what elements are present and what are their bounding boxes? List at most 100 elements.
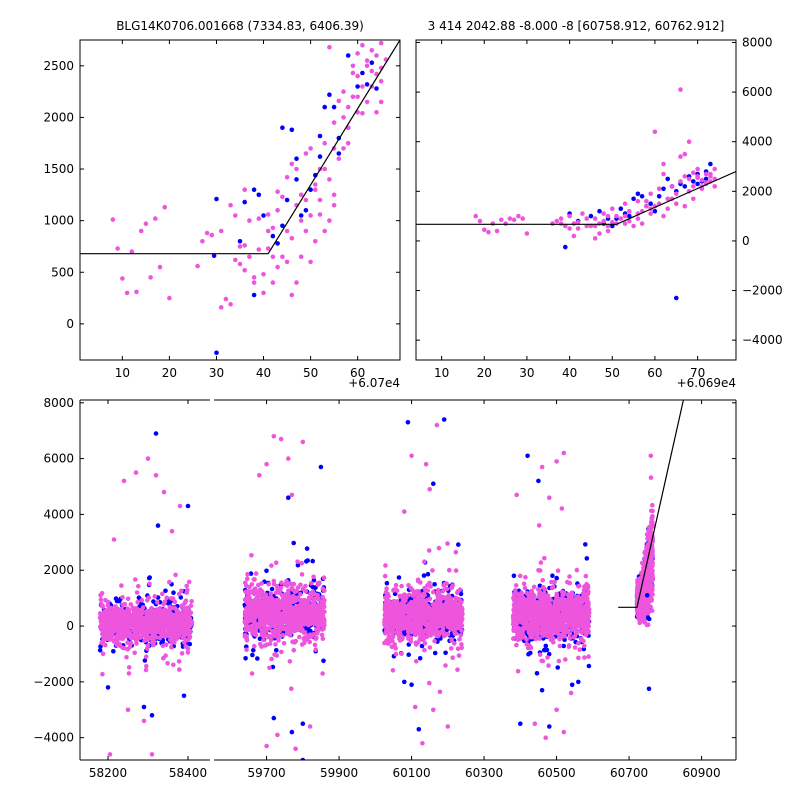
panel-bottom-point-series_b <box>582 655 587 660</box>
panel-bottom-point-series_b <box>189 599 194 604</box>
panel-top-right-point-series_b <box>550 221 555 226</box>
panel-top-left-point-series_a <box>374 86 379 91</box>
panel-bottom-point-series_a <box>147 575 152 580</box>
panel-bottom-point-series_b <box>132 624 137 630</box>
panel-bottom-point-series_b <box>383 563 388 568</box>
panel-top-right-point-series_b <box>635 216 641 221</box>
panel-bottom-point-series_b <box>100 626 105 631</box>
panel-bottom-point-series_a <box>432 650 438 656</box>
panel-bottom-point-series_b <box>448 646 454 651</box>
panel-bottom-point-series_b <box>454 607 459 612</box>
panel-bottom-point-series_b <box>408 625 414 630</box>
panel-top-left-point-series_b <box>162 204 167 210</box>
panel-top-right-model-line <box>416 170 736 225</box>
panel-bottom-point-series_b <box>317 623 323 628</box>
panel-top-right-point-series_b <box>592 216 598 221</box>
panel-top-left-y-tick-label: 500 <box>51 265 74 279</box>
panel-top-left-point-series_b <box>242 187 247 192</box>
panel-bottom-point-series_b <box>289 686 294 691</box>
panel-bottom-outlier-series_b <box>121 478 127 484</box>
panel-top-right-point-series_b <box>554 218 560 224</box>
panel-top-right-point-series_b <box>686 139 692 144</box>
panel-bottom-outlier-series_b <box>307 724 313 729</box>
panel-bottom-point-series_b <box>435 589 441 594</box>
panel-bottom-point-series_b <box>422 647 427 653</box>
panel-bottom-point-series_b <box>260 633 266 638</box>
panel-top-right-point-series_b <box>691 184 696 189</box>
panel-top-left-point-series_b <box>378 40 384 46</box>
panel-bottom-point-series_b <box>455 625 461 631</box>
panel-bottom-point-series_b <box>273 560 279 565</box>
panel-top-left-points <box>80 40 400 356</box>
panel-top-right-point-series_b <box>524 231 530 236</box>
panel-bottom-point-series_b <box>134 590 140 595</box>
panel-bottom-point-series_b <box>107 633 113 638</box>
panel-top-left-point-series_a <box>303 208 309 213</box>
panel-top-right-plot-area: 10 20 30 40 50 60 70−4000−20000200040006000800… <box>416 35 783 380</box>
panel-bottom-plot-area: 58200 58400 59700 59900 60100 60300 60500 60700… <box>33 396 737 780</box>
panel-bottom-point-series_b <box>297 607 302 613</box>
panel-bottom-outlier-series_a <box>416 727 422 732</box>
panel-bottom-point-series_b <box>252 643 257 649</box>
panel-top-left-point-series_b <box>167 295 172 301</box>
panel-bottom-point-series_b <box>448 623 453 629</box>
panel-bottom-point-series_b <box>177 667 182 672</box>
panel-top-left-point-series_b <box>275 264 280 270</box>
panel-bottom-point-series_a <box>456 542 461 547</box>
panel-bottom-point-series_b <box>172 640 177 645</box>
panel-bottom-point-series_b <box>120 602 125 608</box>
panel-bottom-point-series_b <box>447 567 452 573</box>
panel-top-left-point-series_b <box>298 192 304 198</box>
panel-top-right-point-series_b <box>661 213 666 219</box>
panel-bottom-point-series_b <box>125 606 130 611</box>
panel-bottom-point-series_a <box>305 558 311 563</box>
panel-bottom-point-series_b <box>413 659 419 664</box>
panel-top-left-model-line <box>80 40 400 255</box>
panel-bottom-point-series_b <box>176 659 182 664</box>
panel-bottom-point-series_b <box>299 572 305 577</box>
panel-top-left-point-series_b <box>360 42 365 48</box>
panel-top-right-point-series_b <box>648 211 653 216</box>
panel-top-left-point-series_b <box>280 194 285 200</box>
panel-bottom-point-series_b <box>166 619 171 624</box>
panel-top-right-point-series_b <box>490 221 496 226</box>
panel-bottom-point-series_b <box>390 630 396 635</box>
panel-bottom-point-series_b <box>390 668 396 673</box>
panel-bottom-point-series_b <box>305 612 311 618</box>
panel-top-left-point-series_b <box>313 187 318 192</box>
panel-bottom-point-series_b <box>147 581 152 587</box>
panel-top-right-point-series_a <box>652 208 658 214</box>
panel-bottom-outlier-series_b <box>278 436 284 442</box>
panel-bottom-point-series_b <box>271 578 277 584</box>
panel-bottom-point-series_b <box>515 668 521 674</box>
panel-top-right-point-series_b <box>682 174 688 179</box>
panel-top-left-point-series_b <box>138 228 144 234</box>
panel-bottom-point-series_b <box>289 582 295 587</box>
panel-top-left-point-series_b <box>331 120 337 125</box>
panel-bottom-point-series_b <box>309 607 315 612</box>
panel-bottom-point-series_a <box>264 568 269 574</box>
panel-bottom-point-series_b <box>185 619 191 624</box>
panel-bottom-point-series_b <box>432 638 437 644</box>
panel-bottom-point-series_b <box>139 624 144 629</box>
panel-top-left-point-series_b <box>336 156 342 161</box>
panel-bottom-point-series_b <box>393 624 398 630</box>
panel-top-right-point-series_b <box>597 231 602 236</box>
panel-top-right-point-series_a <box>597 208 602 214</box>
panel-top-left-point-series_b <box>350 94 356 100</box>
panel-bottom-point-series_b <box>442 633 447 639</box>
panel-top-right-point-series_b <box>678 154 683 159</box>
panel-bottom-point-series_b <box>151 639 157 645</box>
panel-top-right-point-series_a <box>708 161 713 167</box>
panel-top-left-point-series_b <box>298 218 304 223</box>
panel-top-left-point-series_b <box>115 246 120 251</box>
panel-bottom-point-series_b <box>153 618 158 623</box>
panel-bottom-point-series_b <box>130 606 135 611</box>
panel-bottom-point-series_b <box>163 642 169 647</box>
panel-bottom-point-series_b <box>308 591 313 597</box>
panel-bottom-point-series_b <box>269 563 274 568</box>
panel-top-left-point-series_a <box>345 53 351 58</box>
panel-bottom-point-series_b <box>247 624 252 630</box>
panel-bottom-point-series_b <box>254 624 259 630</box>
panel-top-left-point-series_b <box>331 192 337 198</box>
